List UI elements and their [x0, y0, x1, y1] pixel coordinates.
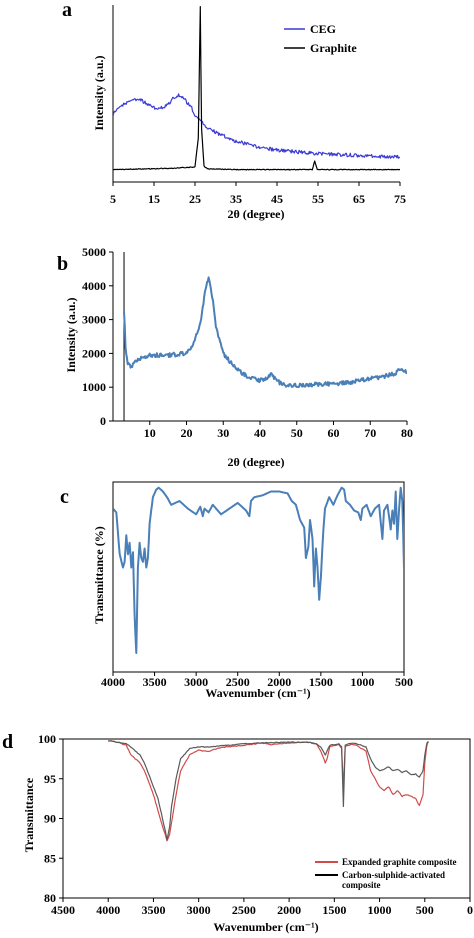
x-tick-label-d: 1500	[322, 903, 346, 917]
axis-xlabel-b: 2θ (degree)	[227, 455, 284, 469]
y-tick-label-b: 1000	[82, 380, 106, 394]
series-line-c-series-0	[113, 486, 404, 654]
x-tick-label-a: 15	[148, 192, 160, 206]
panel-b: b Intensity (a.u.) 10 20 30 40 50 60 70 80 0 1000…	[57, 245, 413, 469]
legend-label-graphite: Graphite	[310, 41, 357, 55]
y-tick-label-d: 100	[38, 732, 56, 746]
panel-label-c: c	[60, 486, 69, 508]
y-tick-label-b: 2000	[82, 346, 106, 360]
x-tick-label-b: 70	[364, 426, 376, 440]
panel-a: a Intensity (a.u.) 5 15 25 35 45 55 65 75 2θ (d…	[62, 0, 406, 221]
x-tick-label-b: 30	[217, 426, 229, 440]
x-tick-label-c: 1500	[309, 675, 333, 689]
x-tick-label-a: 25	[189, 192, 201, 206]
x-tick-label-d: 2500	[232, 903, 256, 917]
legend-label-expanded-graphite: Expanded graphite composite	[342, 857, 457, 867]
x-tick-label-c: 500	[395, 675, 413, 689]
panel-label-a: a	[62, 0, 72, 21]
x-tick-label-b: 50	[291, 426, 303, 440]
x-tick-label-b: 10	[144, 426, 156, 440]
legend-a: CEG Graphite	[284, 22, 357, 55]
x-tick-label-a: 45	[271, 192, 283, 206]
x-tick-label-a: 65	[353, 192, 365, 206]
x-tick-label-c: 4000	[101, 675, 125, 689]
y-tick-label-d: 80	[44, 891, 56, 905]
panel-label-d: d	[2, 731, 13, 753]
y-tick-label-b: 0	[100, 414, 106, 428]
plot-area-a: 5 15 25 35 45 55 65 75	[110, 5, 406, 206]
x-tick-label-d: 2000	[277, 903, 301, 917]
legend-label-carbon-sulphide: Carbon-sulphide-activated composite	[342, 870, 447, 890]
legend-label-carbon-sulphide-line2: composite	[342, 880, 381, 890]
plot-area-b: 10 20 30 40 50 60 70 80 0 1000 2000 3000 4000 5000	[82, 245, 413, 440]
x-tick-label-b: 80	[401, 426, 413, 440]
axis-xlabel-a: 2θ (degree)	[227, 207, 284, 221]
series-line-a-graphite	[113, 6, 400, 171]
axis-ylabel-c: Transmittance (%)	[92, 526, 106, 623]
x-tick-label-d: 0	[467, 903, 473, 917]
plot-area-c: 4000 3500 3000 2500 2000 1500 1000 500	[101, 481, 413, 689]
x-tick-label-c: 2000	[267, 675, 291, 689]
x-tick-label-c: 1000	[350, 675, 374, 689]
x-tick-label-c: 3500	[143, 675, 167, 689]
y-tick-label-d: 85	[44, 851, 56, 865]
x-tick-label-d: 3000	[187, 903, 211, 917]
series-line-d-carbon-sulphide-activated-composite	[108, 740, 429, 841]
axis-ylabel-b: Intensity (a.u.)	[64, 297, 78, 372]
series-line-a-ceg	[113, 93, 400, 159]
x-tick-label-b: 20	[181, 426, 193, 440]
axis-xlabel-c: Wavenumber (cm⁻¹)	[205, 686, 310, 700]
y-tick-label-d: 90	[44, 812, 56, 826]
x-tick-label-a: 75	[394, 192, 406, 206]
panel-label-b: b	[57, 253, 68, 275]
plot-frame-c	[112, 481, 405, 673]
legend-label-ceg: CEG	[310, 22, 336, 36]
x-tick-label-d: 4500	[51, 903, 75, 917]
x-tick-label-d: 500	[416, 903, 434, 917]
panel-d: d Transmittance 4500 4000 3500 3000 2500 2000…	[2, 731, 473, 934]
x-tick-label-b: 40	[254, 426, 266, 440]
x-tick-label-b: 60	[328, 426, 340, 440]
x-tick-label-a: 55	[312, 192, 324, 206]
y-tick-label-b: 3000	[82, 313, 106, 327]
y-tick-label-b: 4000	[82, 279, 106, 293]
y-tick-label-b: 5000	[82, 245, 106, 259]
x-tick-label-d: 4000	[96, 903, 120, 917]
legend-label-carbon-sulphide-line1: Carbon-sulphide-activated	[342, 870, 445, 880]
axis-xlabel-d: Wavenumber (cm⁻¹)	[213, 920, 318, 934]
series-line-b-series-0	[123, 276, 407, 389]
x-tick-label-a: 5	[110, 192, 116, 206]
series-line-d-expanded-graphite-composite	[108, 740, 429, 842]
legend-d: Expanded graphite composite Carbon-sulph…	[315, 857, 457, 890]
x-tick-label-a: 35	[230, 192, 242, 206]
panel-c: c Transmittance (%) 4000 3500 3000 2500 2000…	[60, 481, 413, 700]
y-tick-label-d: 95	[44, 772, 56, 786]
x-tick-label-c: 3000	[184, 675, 208, 689]
x-tick-label-d: 3500	[141, 903, 165, 917]
axis-ylabel-d: Transmittance	[22, 777, 36, 852]
plot-area-d: 4500 4000 3500 3000 2500 2000 1500 1000 500 0 80 85…	[38, 732, 473, 917]
x-tick-label-c: 2500	[226, 675, 250, 689]
x-tick-label-d: 1000	[368, 903, 392, 917]
axis-ylabel-a: Intensity (a.u.)	[92, 55, 106, 130]
